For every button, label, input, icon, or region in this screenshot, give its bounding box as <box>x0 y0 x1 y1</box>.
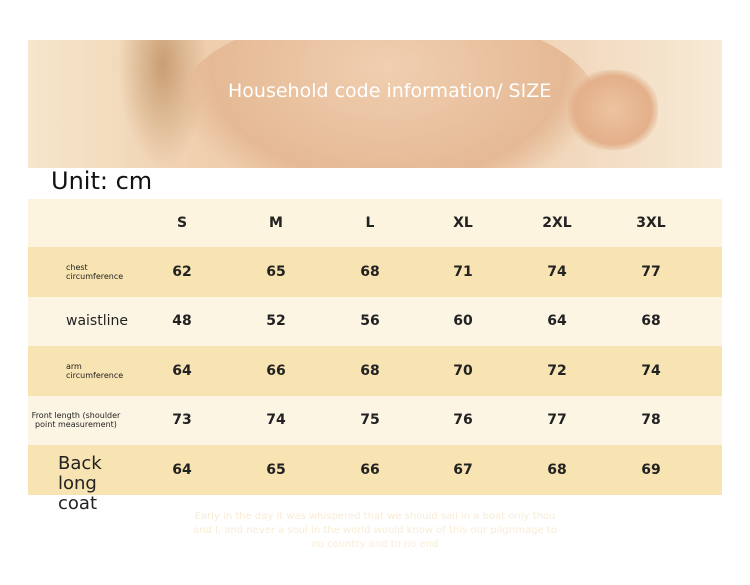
table-cell: 68 <box>641 313 661 330</box>
table-cell: 77 <box>547 412 567 429</box>
table-cell: 66 <box>360 461 380 478</box>
size-header: S <box>176 215 188 231</box>
table-cell: 67 <box>453 461 473 478</box>
model-body <box>178 40 598 168</box>
table-cell: 69 <box>641 461 661 478</box>
size-header: 2XL <box>542 215 572 231</box>
row-label: Back long coat <box>58 452 102 514</box>
model-hand <box>568 70 658 150</box>
table-row: arm circumference 64 66 68 70 72 74 <box>28 346 722 396</box>
table-row: Back long coat 64 65 66 67 68 69 <box>28 445 722 513</box>
table-cell: 74 <box>547 263 567 280</box>
table-cell: 52 <box>266 313 286 330</box>
table-row: waistline 48 52 56 60 64 68 <box>28 296 722 346</box>
row-label: chest circumference <box>66 262 124 281</box>
table-cell: 48 <box>172 313 192 330</box>
banner-title: Household code information/ SIZE <box>228 80 552 102</box>
table-cell: 72 <box>547 362 567 379</box>
table-cell: 76 <box>453 412 473 429</box>
table-cell: 65 <box>266 263 286 280</box>
banner-image: Household code information/ SIZE <box>28 40 722 168</box>
size-table: S M L XL 2XL 3XL chest circumference 62 65… <box>28 199 722 513</box>
row-label: Front length (shoulder point measurement… <box>31 411 121 430</box>
table-cell: 64 <box>172 461 192 478</box>
table-cell: 60 <box>453 313 473 330</box>
table-cell: 68 <box>360 263 380 280</box>
table-cell: 62 <box>172 263 192 280</box>
table-cell: 64 <box>172 362 192 379</box>
table-cell: 68 <box>547 461 567 478</box>
table-cell: 74 <box>266 412 286 429</box>
table-cell: 56 <box>360 313 380 330</box>
table-cell: 68 <box>360 362 380 379</box>
table-row: Front length (shoulder point measurement… <box>28 395 722 445</box>
table-row: chest circumference 62 65 68 71 74 77 <box>28 247 722 297</box>
table-cell: 78 <box>641 412 661 429</box>
table-cell: 77 <box>641 263 661 280</box>
header-row: S M L XL 2XL 3XL <box>28 199 722 247</box>
table-cell: 65 <box>266 461 286 478</box>
size-header: M <box>269 215 283 231</box>
row-label: arm circumference <box>66 361 124 380</box>
table-cell: 66 <box>266 362 286 379</box>
row-label: waistline <box>66 313 128 330</box>
table-cell: 70 <box>453 362 473 379</box>
unit-label: Unit: cm <box>51 167 153 195</box>
table-cell: 64 <box>547 313 567 330</box>
size-header: XL <box>453 215 473 231</box>
table-cell: 75 <box>360 412 380 429</box>
table-cell: 74 <box>641 362 661 379</box>
size-header: 3XL <box>636 215 666 231</box>
table-cell: 73 <box>172 412 192 429</box>
decorative-poem: Early in the day it was whispered that w… <box>193 511 557 550</box>
size-header: L <box>365 215 375 231</box>
table-cell: 71 <box>453 263 473 280</box>
